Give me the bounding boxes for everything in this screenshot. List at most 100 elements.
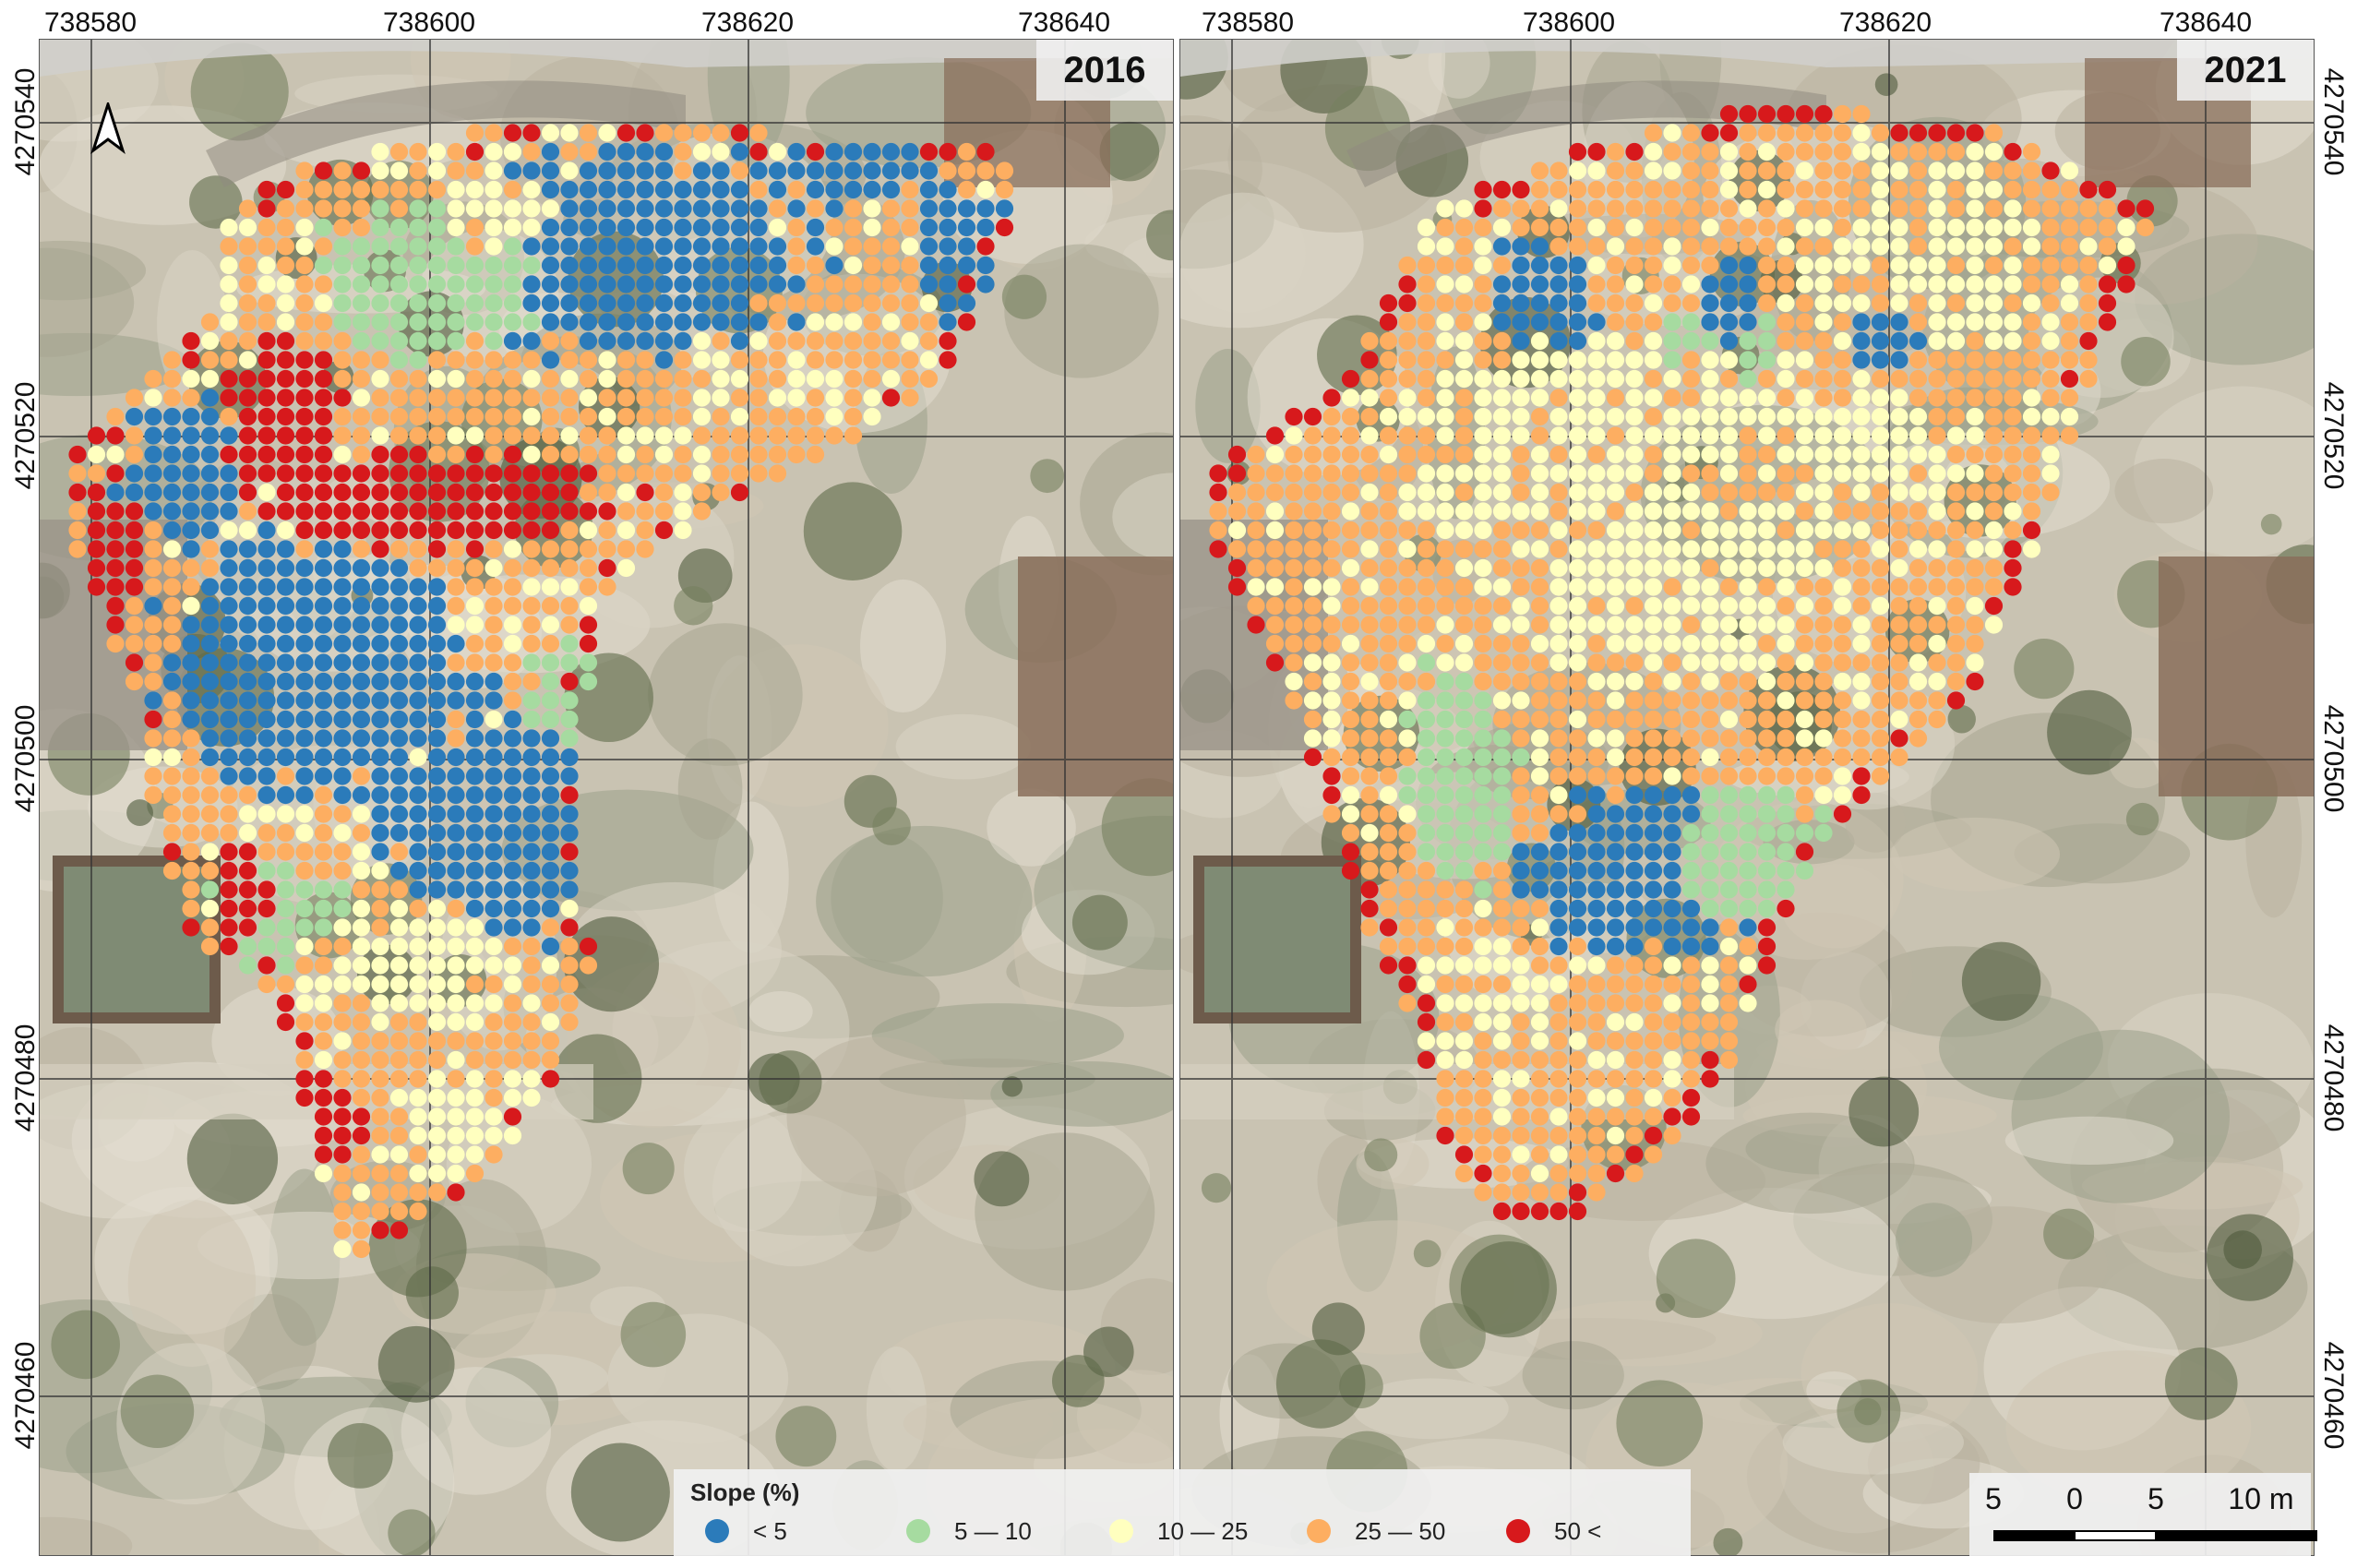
slope-point: [257, 937, 276, 956]
slope-point: [1795, 426, 1814, 445]
y-tick-left-4270540: 4270540: [10, 67, 41, 176]
slope-point: [503, 994, 522, 1012]
slope-point: [295, 256, 314, 275]
slope-point: [1757, 369, 1777, 389]
slope-point: [1757, 331, 1777, 351]
slope-point: [1757, 558, 1777, 578]
slope-point: [1719, 937, 1739, 956]
slope-point: [409, 956, 427, 975]
slope-point: [616, 389, 636, 407]
slope-point: [1492, 823, 1512, 843]
slope-point: [1890, 218, 1908, 237]
slope-point: [522, 464, 541, 483]
slope-point: [541, 237, 560, 256]
slope-point: [2060, 426, 2079, 445]
slope-point: [409, 540, 427, 558]
slope-point: [1946, 540, 1966, 558]
scale-segment-3: [2155, 1530, 2317, 1541]
slope-point: [333, 502, 352, 521]
slope-point: [1681, 237, 1701, 256]
slope-point: [1701, 805, 1719, 823]
slope-point: [1795, 521, 1814, 540]
slope-point: [295, 578, 314, 596]
slope-point: [1474, 351, 1492, 369]
slope-point: [1247, 540, 1265, 558]
slope-point: [1701, 124, 1719, 142]
slope-point: [560, 805, 579, 823]
slope-point: [1719, 369, 1739, 389]
slope-point: [238, 369, 257, 389]
slope-point: [1833, 596, 1852, 616]
slope-point: [730, 124, 749, 142]
slope-point: [2041, 218, 2060, 237]
slope-point: [674, 256, 692, 275]
slope-point: [447, 672, 465, 691]
slope-point: [465, 180, 485, 199]
slope-point: [485, 540, 503, 558]
slope-point: [1227, 540, 1247, 558]
slope-point: [1890, 596, 1908, 616]
slope-point: [238, 389, 257, 407]
slope-point: [1530, 767, 1549, 785]
slope-point: [276, 596, 295, 616]
slope-point: [220, 805, 238, 823]
slope-point: [1871, 483, 1890, 502]
slope-point: [371, 785, 389, 805]
slope-point: [522, 785, 541, 805]
slope-point: [1606, 861, 1625, 880]
map-canvas-2021[interactable]: [1180, 40, 2314, 1555]
slope-point: [409, 729, 427, 748]
slope-point: [371, 710, 389, 729]
slope-point: [1398, 369, 1417, 389]
slope-point: [1436, 483, 1454, 502]
slope-point: [1606, 578, 1625, 596]
slope-point: [1512, 407, 1530, 426]
slope-point: [692, 351, 712, 369]
slope-point: [276, 729, 295, 748]
slope-point: [503, 1088, 522, 1107]
slope-point: [1663, 407, 1681, 426]
map-panel-2016[interactable]: 2016: [39, 39, 1174, 1556]
slope-point: [1587, 218, 1606, 237]
slope-point: [522, 729, 541, 748]
slope-point: [276, 237, 295, 256]
slope-point: [1454, 464, 1474, 483]
slope-point: [1625, 710, 1644, 729]
map-panel-2021[interactable]: 2021: [1179, 39, 2315, 1556]
slope-point: [1360, 407, 1379, 426]
slope-point: [1852, 426, 1871, 445]
slope-point: [333, 1088, 352, 1107]
slope-point: [541, 199, 560, 218]
slope-point: [1852, 634, 1871, 653]
slope-point: [1606, 729, 1625, 748]
slope-point: [503, 729, 522, 748]
slope-point: [616, 237, 636, 256]
map-canvas-2016[interactable]: [40, 40, 1173, 1555]
slope-point: [919, 293, 939, 313]
slope-point: [1512, 729, 1530, 748]
slope-point: [579, 389, 598, 407]
slope-point: [1928, 275, 1946, 293]
slope-point: [1701, 389, 1719, 407]
slope-point: [560, 729, 579, 748]
slope-point: [843, 331, 863, 351]
slope-point: [1549, 313, 1568, 331]
slope-point: [1322, 389, 1341, 407]
slope-point: [541, 956, 560, 975]
slope-point: [427, 899, 447, 918]
slope-point: [1871, 634, 1890, 653]
slope-point: [125, 540, 144, 558]
slope-point: [1454, 389, 1474, 407]
slope-point: [1341, 464, 1360, 483]
slope-point: [1625, 616, 1644, 634]
slope-point: [1814, 691, 1833, 710]
slope-point: [1530, 540, 1549, 558]
slope-point: [106, 616, 125, 634]
slope-point: [465, 994, 485, 1012]
slope-point: [1436, 1107, 1454, 1126]
slope-point: [238, 293, 257, 313]
slope-point: [409, 748, 427, 767]
slope-point: [1454, 785, 1474, 805]
slope-point: [1814, 426, 1833, 445]
slope-point: [1398, 407, 1417, 426]
